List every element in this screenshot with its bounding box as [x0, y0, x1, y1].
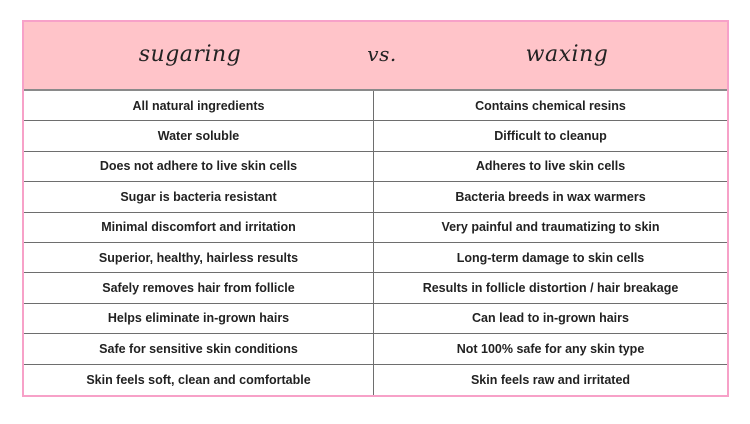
header-waxing: waxing	[525, 42, 609, 67]
waxing-cell: Not 100% safe for any skin type	[456, 341, 645, 356]
table-row: Minimal discomfort and irritation Very p…	[24, 212, 727, 243]
table-row: All natural ingredients Contains chemica…	[24, 91, 727, 122]
waxing-cell: Adheres to live skin cells	[475, 159, 626, 174]
table-row: Helps eliminate in-grown hairs Can lead …	[24, 303, 727, 335]
waxing-cell: Can lead to in-grown hairs	[472, 311, 629, 326]
table-row: Does not adhere to live skin cells Adher…	[24, 151, 727, 183]
sugaring-cell: Skin feels soft, clean and comfortable	[24, 364, 374, 395]
table-row: Skin feels soft, clean and comfortable S…	[24, 364, 727, 395]
sugaring-cell: Safe for sensitive skin conditions	[24, 334, 374, 364]
sugaring-cell: Does not adhere to live skin cells	[24, 151, 374, 182]
waxing-cell: Results in follicle distortion / hair br…	[422, 281, 679, 296]
sugaring-cell: Sugar is bacteria resistant	[24, 182, 374, 212]
comparison-table: sugaring vs. waxing All natural ingredie…	[22, 20, 729, 397]
waxing-cell: Contains chemical resins	[475, 98, 626, 113]
table-row: Water soluble Difficult to cleanup	[24, 121, 727, 152]
sugaring-cell: Safely removes hair from follicle	[24, 273, 374, 303]
table-row: Safe for sensitive skin conditions Not 1…	[24, 334, 727, 365]
sugaring-cell: Water soluble	[24, 121, 374, 151]
table-row: Sugar is bacteria resistant Bacteria bre…	[24, 182, 727, 213]
sugaring-cell: Minimal discomfort and irritation	[24, 212, 374, 242]
table-row: Safely removes hair from follicle Result…	[24, 273, 727, 304]
header-sugaring: sugaring	[138, 42, 242, 67]
table-header: sugaring vs. waxing	[24, 22, 727, 91]
table-row: Superior, healthy, hairless results Long…	[24, 242, 727, 274]
sugaring-cell: Helps eliminate in-grown hairs	[24, 303, 374, 334]
waxing-cell: Skin feels raw and irritated	[470, 372, 631, 387]
waxing-cell: Bacteria breeds in wax warmers	[455, 189, 646, 204]
sugaring-cell: All natural ingredients	[24, 91, 374, 121]
header-vs: vs.	[367, 42, 397, 66]
waxing-cell: Long-term damage to skin cells	[456, 250, 645, 265]
waxing-cell: Difficult to cleanup	[494, 129, 607, 144]
sugaring-cell: Superior, healthy, hairless results	[24, 242, 374, 273]
waxing-cell: Very painful and traumatizing to skin	[441, 220, 660, 235]
